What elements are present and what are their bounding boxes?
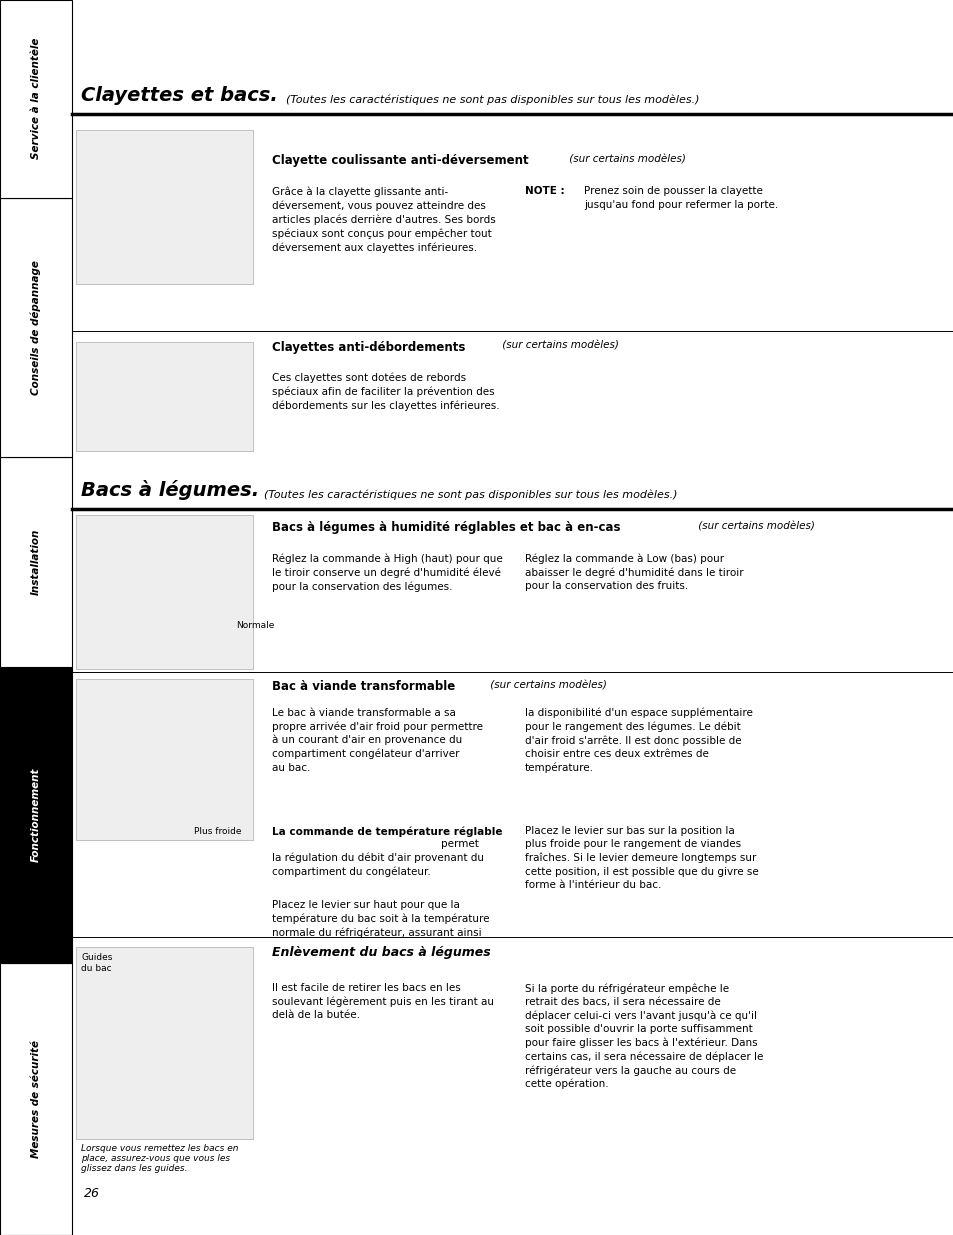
- Bar: [76, 947, 253, 1139]
- Text: Grâce à la clayette glissante anti-
déversement, vous pouvez atteindre des
artic: Grâce à la clayette glissante anti- déve…: [272, 186, 496, 253]
- Text: Mesures de sécurité: Mesures de sécurité: [30, 1040, 41, 1158]
- Text: Plus froide: Plus froide: [193, 827, 241, 836]
- Text: Le bac à viande transformable a sa
propre arrivée d'air froid pour permettre
à u: Le bac à viande transformable a sa propr…: [272, 708, 482, 773]
- Text: Bac à viande transformable: Bac à viande transformable: [272, 680, 455, 694]
- Text: Guides
du bac: Guides du bac: [81, 953, 112, 973]
- Text: Clayettes anti-débordements: Clayettes anti-débordements: [272, 341, 465, 354]
- Bar: [76, 515, 253, 669]
- Text: Enlèvement du bacs à légumes: Enlèvement du bacs à légumes: [272, 946, 490, 960]
- Bar: [76, 679, 253, 840]
- Bar: [0, 0, 71, 198]
- Bar: [0, 198, 71, 457]
- Text: Placez le levier sur haut pour que la
température du bac soit à la température
n: Placez le levier sur haut pour que la te…: [272, 900, 489, 939]
- Text: Fonctionnement: Fonctionnement: [30, 768, 41, 862]
- Text: (Toutes les caractéristiques ne sont pas disponibles sur tous les modèles.): (Toutes les caractéristiques ne sont pas…: [264, 489, 677, 500]
- Text: Lorsque vous remettez les bacs en
place, assurez-vous que vous les
glissez dans : Lorsque vous remettez les bacs en place,…: [81, 1144, 238, 1173]
- Text: Normale: Normale: [236, 621, 274, 630]
- Text: Réglez la commande à Low (bas) pour
abaisser le degré d'humidité dans le tiroir
: Réglez la commande à Low (bas) pour abai…: [524, 553, 742, 590]
- Text: (sur certains modèles): (sur certains modèles): [694, 521, 814, 531]
- Text: (sur certains modèles): (sur certains modèles): [498, 341, 618, 351]
- Text: Placez le levier sur bas sur la position la
plus froide pour le rangement de via: Placez le levier sur bas sur la position…: [524, 826, 758, 889]
- Text: Service à la clientèle: Service à la clientèle: [30, 38, 41, 159]
- Text: Bacs à légumes à humidité réglables et bac à en-cas: Bacs à légumes à humidité réglables et b…: [272, 521, 619, 535]
- Bar: [0, 457, 71, 667]
- Text: Prenez soin de pousser la clayette
jusqu'au fond pour refermer la porte.: Prenez soin de pousser la clayette jusqu…: [583, 186, 778, 210]
- Text: Réglez la commande à High (haut) pour que
le tiroir conserve un degré d'humidité: Réglez la commande à High (haut) pour qu…: [272, 553, 502, 592]
- Text: Si la porte du réfrigérateur empêche le
retrait des bacs, il sera nécessaire de
: Si la porte du réfrigérateur empêche le …: [524, 983, 762, 1089]
- Bar: [76, 130, 253, 284]
- Text: Bacs à légumes.: Bacs à légumes.: [81, 480, 259, 500]
- Text: Clayette coulissante anti-déversement: Clayette coulissante anti-déversement: [272, 154, 528, 168]
- Text: Installation: Installation: [30, 529, 41, 595]
- Text: (sur certains modèles): (sur certains modèles): [487, 680, 607, 690]
- Text: Il est facile de retirer les bacs en les
soulevant légèrement puis en les tirant: Il est facile de retirer les bacs en les…: [272, 983, 494, 1020]
- Text: Conseils de dépannage: Conseils de dépannage: [30, 259, 41, 395]
- Bar: [0, 963, 71, 1235]
- Text: 26: 26: [84, 1187, 100, 1200]
- Text: (Toutes les caractéristiques ne sont pas disponibles sur tous les modèles.): (Toutes les caractéristiques ne sont pas…: [286, 94, 699, 105]
- Text: (sur certains modèles): (sur certains modèles): [565, 154, 685, 164]
- Bar: [0, 667, 71, 963]
- Text: La commande de température réglable: La commande de température réglable: [272, 826, 502, 837]
- Text: la disponibilité d'un espace supplémentaire
pour le rangement des légumes. Le dé: la disponibilité d'un espace supplémenta…: [524, 708, 752, 773]
- Text: permet
la régulation du débit d'air provenant du
compartiment du congélateur.: permet la régulation du débit d'air prov…: [272, 826, 483, 877]
- Text: NOTE :: NOTE :: [524, 186, 567, 196]
- Text: Ces clayettes sont dotées de rebords
spéciaux afin de faciliter la prévention de: Ces clayettes sont dotées de rebords spé…: [272, 373, 499, 411]
- Text: Clayettes et bacs.: Clayettes et bacs.: [81, 86, 277, 105]
- Bar: [76, 342, 253, 451]
